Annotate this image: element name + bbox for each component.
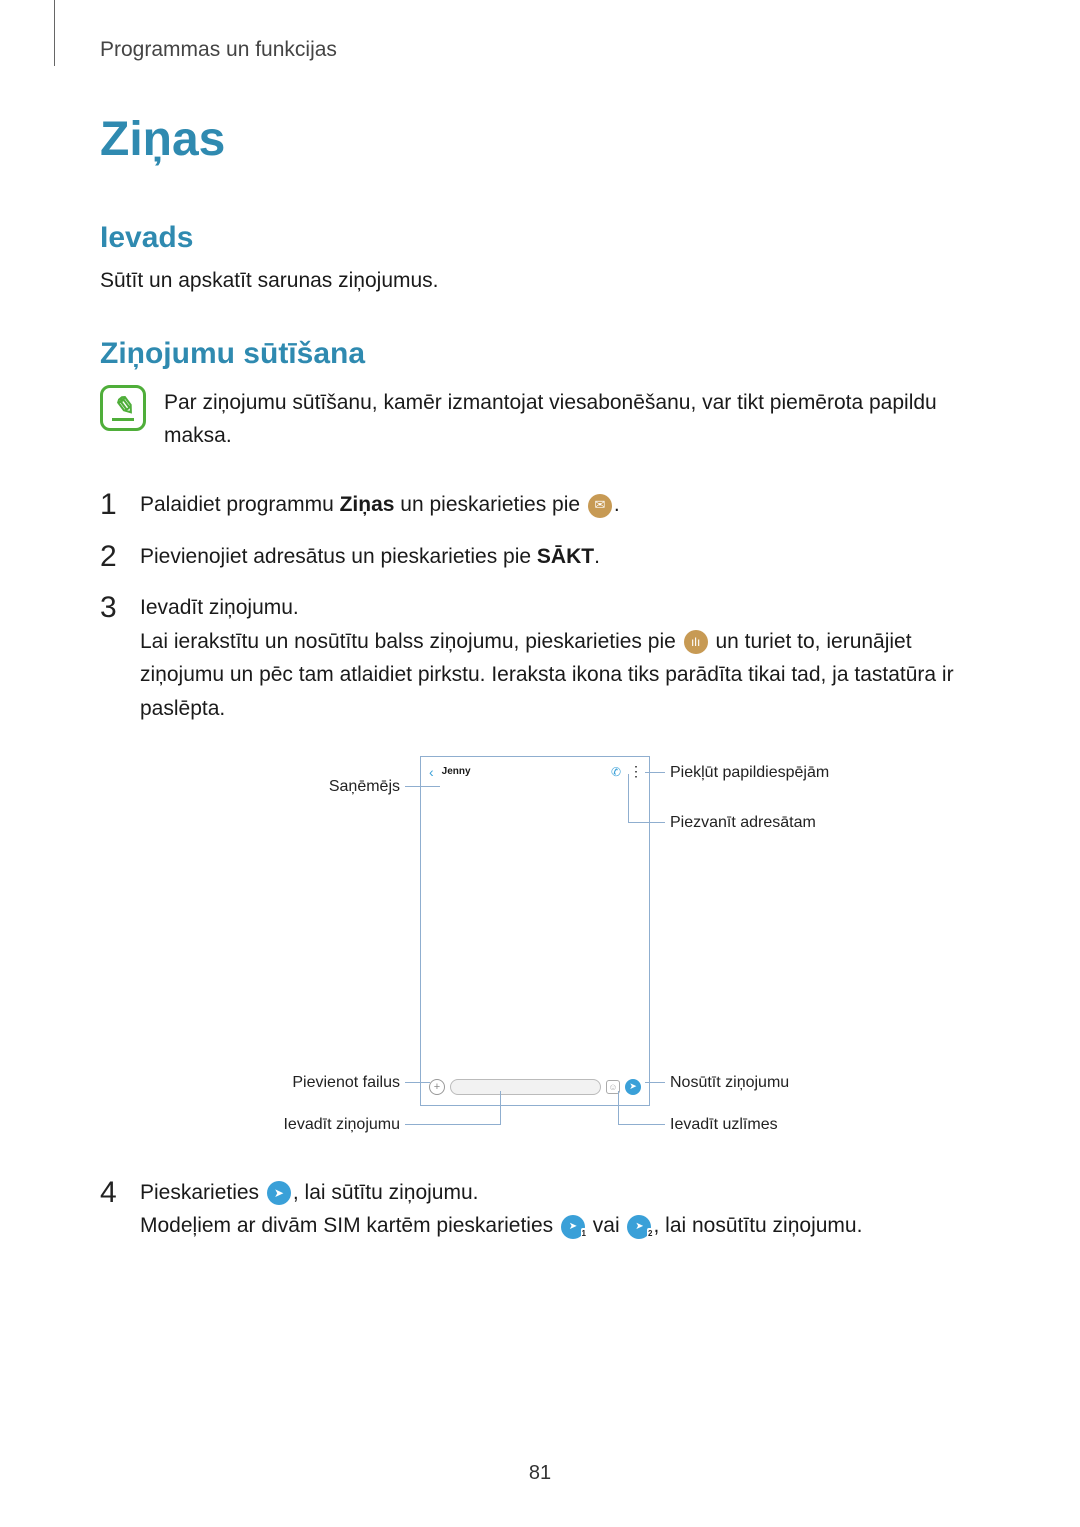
step-number: 3 xyxy=(100,591,122,725)
figure-wrap: ‹ Jenny ✆ ⋮ + ☺ ➤ Saņēmējs Pievienot fai… xyxy=(100,756,980,1136)
callout-line xyxy=(405,1082,430,1083)
recipient-name: Jenny xyxy=(442,766,603,777)
note-text: Par ziņojumu sūtīšanu, kamēr izmantojat … xyxy=(164,385,980,452)
attach-icon: + xyxy=(429,1079,445,1095)
callout-more: Piekļūt papildiespējām xyxy=(670,764,829,782)
callout-line xyxy=(645,1082,665,1083)
send-icon: ➤ xyxy=(625,1079,641,1095)
callout-input: Ievadīt ziņojumu xyxy=(220,1116,400,1134)
phone-input-bar: + ☺ ➤ xyxy=(429,1079,641,1095)
send-sim1-icon: ➤1 xyxy=(561,1215,585,1239)
step-1: 1 Palaidiet programmu Ziņas un pieskarie… xyxy=(100,488,980,522)
steps-list: 1 Palaidiet programmu Ziņas un pieskarie… xyxy=(100,488,980,726)
callout-line xyxy=(405,1124,500,1125)
callout-call: Piezvanīt adresātam xyxy=(670,814,816,832)
page-number: 81 xyxy=(0,1462,1080,1485)
step3-line1: Ievadīt ziņojumu. xyxy=(140,591,980,625)
callout-send: Nosūtīt ziņojumu xyxy=(670,1074,789,1092)
step-4: 4 Pieskarieties ➤, lai sūtītu ziņojumu. … xyxy=(100,1176,980,1243)
top-vertical-rule xyxy=(54,0,55,66)
section-intro-title: Ievads xyxy=(100,221,980,255)
steps-list-cont: 4 Pieskarieties ➤, lai sūtītu ziņojumu. … xyxy=(100,1176,980,1243)
more-options-icon: ⋮ xyxy=(629,763,641,780)
breadcrumb: Programmas un funkcijas xyxy=(100,38,980,62)
callout-line xyxy=(645,772,665,773)
page-content: Programmas un funkcijas Ziņas Ievads Sūt… xyxy=(0,0,1080,1243)
step-2: 2 Pievienojiet adresātus un pieskarietie… xyxy=(100,540,980,574)
callout-line xyxy=(618,1091,619,1124)
call-icon: ✆ xyxy=(611,765,621,779)
phone-mock: ‹ Jenny ✆ ⋮ + ☺ ➤ xyxy=(420,756,650,1106)
step-3: 3 Ievadīt ziņojumu. Lai ierakstītu un no… xyxy=(100,591,980,725)
step4-l1-pre: Pieskarieties xyxy=(140,1181,265,1204)
send-icon: ➤ xyxy=(267,1181,291,1205)
callout-stickers: Ievadīt uzlīmes xyxy=(670,1116,778,1134)
compose-message-icon: ✉ xyxy=(588,494,612,518)
send-sim2-icon: ➤2 xyxy=(627,1215,651,1239)
step-body: Ievadīt ziņojumu. Lai ierakstītu un nosū… xyxy=(140,591,980,725)
step1-pre: Palaidiet programmu xyxy=(140,493,340,516)
callout-attach: Pievienot failus xyxy=(220,1074,400,1092)
step-number: 4 xyxy=(100,1176,122,1243)
step1-mid: un pieskarieties pie xyxy=(394,493,585,516)
callout-line xyxy=(618,1124,665,1125)
step1-post: . xyxy=(614,493,620,516)
back-icon: ‹ xyxy=(429,764,434,780)
step-body: Palaidiet programmu Ziņas un pieskarieti… xyxy=(140,488,980,522)
page-title: Ziņas xyxy=(100,112,980,167)
callout-recipient: Saņēmējs xyxy=(220,778,400,796)
step-body: Pieskarieties ➤, lai sūtītu ziņojumu. Mo… xyxy=(140,1176,980,1243)
intro-text: Sūtīt un apskatīt sarunas ziņojumus. xyxy=(100,269,980,293)
callout-line xyxy=(500,1091,501,1125)
step3-line2: Lai ierakstītu un nosūtītu balss ziņojum… xyxy=(140,625,980,726)
step-body: Pievienojiet adresātus un pieskarieties … xyxy=(140,540,980,574)
step4-l2-pre: Modeļiem ar divām SIM kartēm pieskarieti… xyxy=(140,1214,559,1237)
step2-pre: Pievienojiet adresātus un pieskarieties … xyxy=(140,545,537,568)
section-sending-title: Ziņojumu sūtīšana xyxy=(100,337,980,371)
step1-bold: Ziņas xyxy=(340,493,395,516)
step4-line2: Modeļiem ar divām SIM kartēm pieskarieti… xyxy=(140,1209,980,1243)
phone-header: ‹ Jenny ✆ ⋮ xyxy=(421,757,649,787)
step3-line2-pre: Lai ierakstītu un nosūtītu balss ziņojum… xyxy=(140,630,682,653)
note-callout: ✎ Par ziņojumu sūtīšanu, kamēr izmantoja… xyxy=(100,385,980,452)
step-number: 2 xyxy=(100,540,122,574)
voice-message-icon: ılı xyxy=(684,630,708,654)
step2-bold: SĀKT xyxy=(537,545,594,568)
step4-l2-post: , lai nosūtītu ziņojumu. xyxy=(653,1214,862,1237)
step4-line1: Pieskarieties ➤, lai sūtītu ziņojumu. xyxy=(140,1176,980,1210)
message-screen-figure: ‹ Jenny ✆ ⋮ + ☺ ➤ Saņēmējs Pievienot fai… xyxy=(220,756,860,1136)
callout-line xyxy=(628,774,629,822)
step2-post: . xyxy=(594,545,600,568)
note-icon: ✎ xyxy=(100,385,146,431)
step4-l2-mid: vai xyxy=(587,1214,626,1237)
step4-l1-post: , lai sūtītu ziņojumu. xyxy=(293,1181,479,1204)
message-input xyxy=(450,1079,601,1095)
callout-line xyxy=(405,786,440,787)
callout-line xyxy=(628,822,665,823)
step-number: 1 xyxy=(100,488,122,522)
